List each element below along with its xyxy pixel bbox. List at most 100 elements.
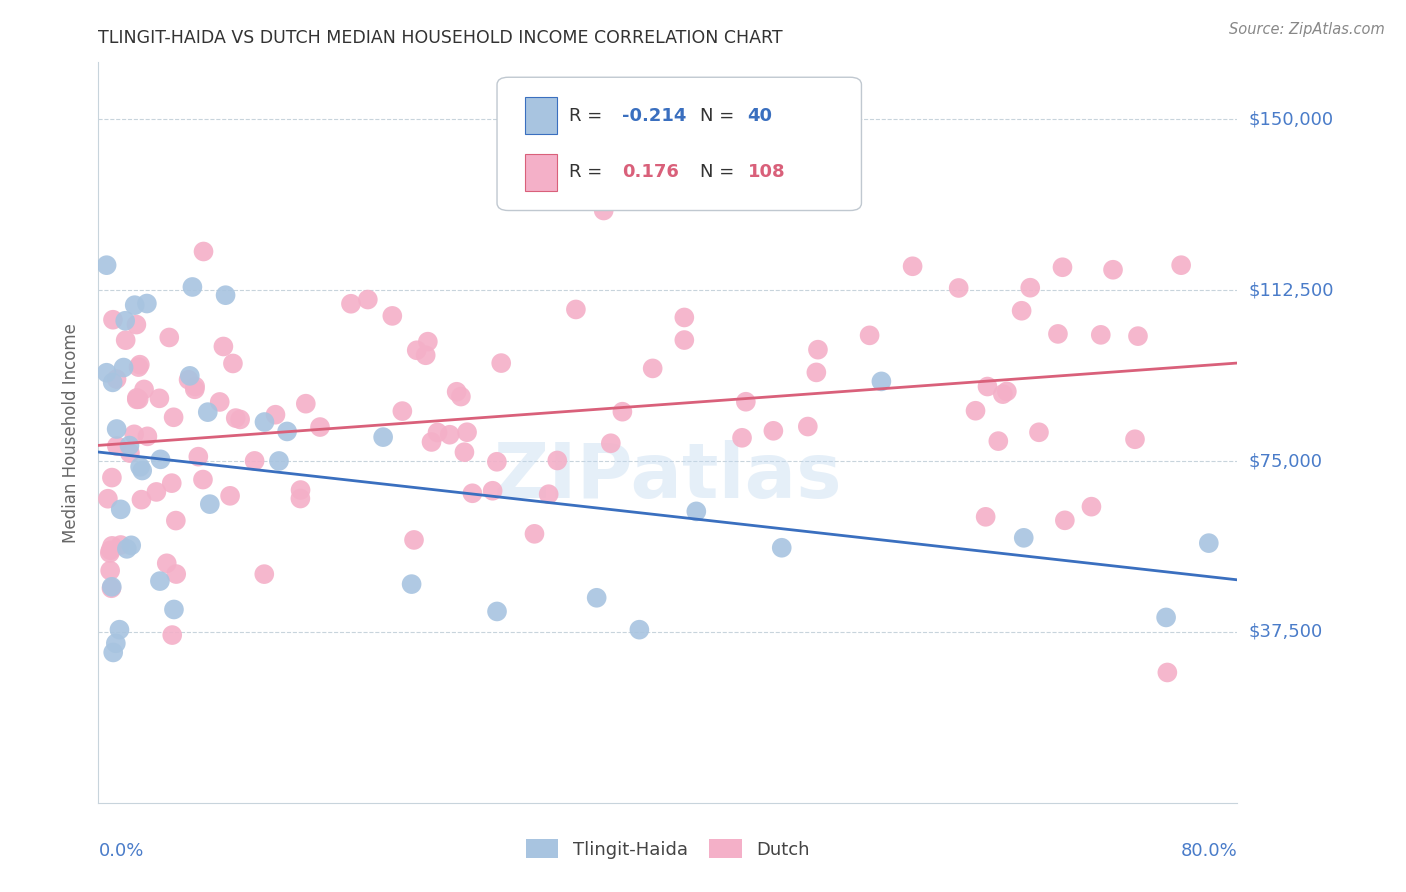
- Point: [1170, 258, 1192, 272]
- Point: [197, 405, 219, 419]
- Point: [439, 427, 461, 442]
- Point: [253, 567, 276, 582]
- Point: [97, 491, 120, 506]
- Point: [267, 454, 290, 468]
- Point: [184, 382, 207, 396]
- Text: $112,500: $112,500: [1249, 281, 1334, 299]
- Point: [100, 581, 122, 595]
- Point: [585, 591, 607, 605]
- Point: [128, 358, 150, 372]
- Point: [128, 392, 150, 407]
- Point: [1156, 665, 1178, 680]
- Point: [187, 450, 209, 464]
- Point: [770, 541, 793, 555]
- Point: [96, 258, 118, 272]
- Point: [276, 425, 298, 439]
- Point: [96, 366, 118, 380]
- Point: [184, 379, 207, 393]
- Point: [222, 356, 245, 370]
- Text: 108: 108: [748, 163, 785, 181]
- Point: [806, 365, 828, 379]
- Point: [101, 539, 124, 553]
- Point: [402, 533, 425, 547]
- Point: [797, 419, 820, 434]
- Text: 0.0%: 0.0%: [98, 842, 143, 860]
- Point: [229, 412, 252, 426]
- Text: R =: R =: [569, 163, 607, 181]
- Text: N =: N =: [700, 107, 740, 125]
- Point: [105, 422, 128, 436]
- Point: [149, 452, 172, 467]
- Point: [592, 203, 614, 218]
- Point: [426, 425, 449, 440]
- Point: [523, 526, 546, 541]
- Text: $75,000: $75,000: [1249, 452, 1323, 470]
- Point: [243, 454, 266, 468]
- Point: [125, 392, 148, 407]
- Point: [974, 509, 997, 524]
- Point: [101, 470, 124, 484]
- Text: Source: ZipAtlas.com: Source: ZipAtlas.com: [1229, 22, 1385, 37]
- Point: [198, 497, 221, 511]
- Point: [1052, 260, 1074, 275]
- Point: [537, 487, 560, 501]
- Point: [160, 476, 183, 491]
- Point: [976, 379, 998, 393]
- Point: [991, 387, 1014, 401]
- Point: [612, 405, 634, 419]
- Point: [762, 424, 785, 438]
- Text: ZIPatlas: ZIPatlas: [494, 440, 842, 514]
- Point: [290, 491, 312, 506]
- Point: [98, 564, 121, 578]
- Point: [225, 411, 247, 425]
- Point: [114, 333, 136, 347]
- Point: [673, 310, 696, 325]
- Point: [114, 314, 136, 328]
- Point: [1053, 513, 1076, 527]
- Text: $37,500: $37,500: [1249, 623, 1323, 641]
- Point: [290, 483, 312, 497]
- Text: -0.214: -0.214: [623, 107, 686, 125]
- Y-axis label: Median Household Income: Median Household Income: [62, 323, 80, 542]
- Point: [160, 628, 183, 642]
- Point: [131, 492, 153, 507]
- Point: [214, 288, 236, 302]
- Point: [165, 514, 187, 528]
- Point: [340, 297, 363, 311]
- Point: [401, 577, 423, 591]
- Point: [1028, 425, 1050, 440]
- Point: [1198, 536, 1220, 550]
- Point: [98, 546, 121, 560]
- Point: [565, 302, 588, 317]
- Point: [110, 538, 132, 552]
- Point: [453, 445, 475, 459]
- Point: [100, 543, 122, 558]
- Point: [685, 504, 707, 518]
- Point: [489, 356, 512, 370]
- Point: [181, 280, 204, 294]
- Point: [124, 298, 146, 312]
- Point: [481, 483, 503, 498]
- Point: [149, 574, 172, 588]
- Point: [1019, 281, 1042, 295]
- Point: [807, 343, 830, 357]
- Point: [450, 390, 472, 404]
- Point: [1126, 329, 1149, 343]
- Point: [101, 580, 124, 594]
- Point: [105, 372, 128, 386]
- Point: [120, 538, 142, 552]
- Point: [486, 604, 509, 618]
- Point: [101, 312, 124, 326]
- Point: [485, 455, 508, 469]
- Point: [858, 328, 880, 343]
- Point: [129, 459, 152, 474]
- Point: [1090, 327, 1112, 342]
- Point: [373, 430, 395, 444]
- Point: [461, 486, 484, 500]
- Point: [118, 446, 141, 460]
- Point: [965, 403, 987, 417]
- Point: [177, 373, 200, 387]
- Point: [125, 318, 148, 332]
- Point: [156, 557, 179, 571]
- Point: [641, 361, 664, 376]
